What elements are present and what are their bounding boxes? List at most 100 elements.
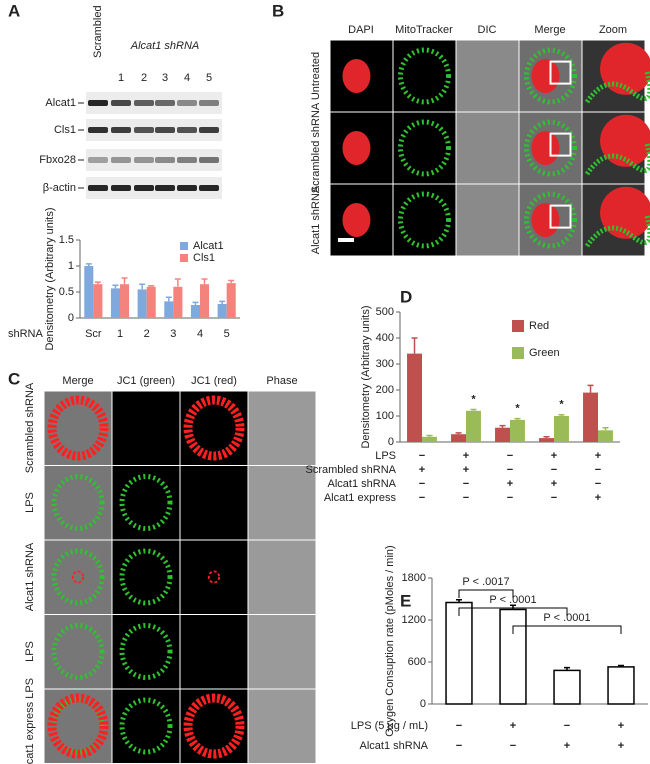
micro-image	[392, 183, 457, 257]
bar	[598, 430, 613, 442]
column-label: JC1 (green)	[117, 375, 175, 387]
micro-image	[455, 39, 520, 113]
error-bar	[112, 284, 119, 289]
micro-image	[179, 465, 249, 541]
panel-letter: A	[8, 1, 20, 20]
condition-sign: +	[618, 740, 624, 752]
error-bar	[139, 283, 146, 290]
mito-green	[51, 623, 105, 680]
error-bar	[543, 436, 550, 439]
condition-sign: −	[419, 492, 425, 504]
y-tick-label: 1	[68, 260, 74, 272]
bar	[510, 419, 525, 442]
blot-band	[88, 157, 108, 163]
condition-sign: +	[463, 464, 469, 476]
lane-number: 1	[118, 72, 124, 84]
error-bar	[510, 604, 516, 610]
x-tick-label: 5	[224, 328, 230, 340]
panel-letter: B	[272, 1, 284, 20]
error-bar	[219, 300, 226, 304]
blot-band	[134, 100, 154, 106]
blot-band	[199, 185, 219, 191]
blot-band	[155, 185, 175, 191]
condition-sign: −	[456, 720, 462, 732]
y-axis-label: Densitometry (Arbitrary units)	[360, 305, 372, 448]
condition-label: Scrambled shRNA	[306, 464, 397, 476]
error-bar	[426, 434, 433, 437]
error-bar	[455, 432, 462, 435]
blot-band	[199, 100, 219, 106]
column-label: Zoom	[599, 24, 627, 36]
bar	[466, 410, 481, 442]
column-label: MitoTracker	[395, 24, 453, 36]
condition-sign: +	[510, 720, 516, 732]
row-label: Alcat1 shRNA	[24, 542, 36, 611]
bar	[137, 289, 147, 318]
condition-sign: −	[419, 450, 425, 462]
mito-red	[183, 693, 245, 759]
mito-red	[47, 395, 109, 461]
mito-red	[207, 570, 221, 584]
micro-image	[392, 39, 457, 113]
zoom-box	[549, 204, 572, 229]
legend-swatch	[180, 242, 188, 250]
legend-label: Red	[529, 320, 549, 332]
bar	[146, 286, 156, 318]
zoom-box	[549, 132, 572, 157]
mito-red	[183, 395, 245, 461]
lane-group-label: Alcat1 shRNA	[130, 40, 199, 52]
bar	[226, 283, 236, 318]
significance-star: *	[471, 393, 476, 405]
micro-image	[111, 390, 181, 466]
bar	[200, 284, 210, 318]
y-tick-label: 400	[376, 332, 394, 344]
column-label: Merge	[62, 375, 93, 387]
p-value: P < .0017	[462, 576, 509, 588]
y-tick-label: 0	[388, 436, 394, 448]
lane-number: 2	[141, 72, 147, 84]
y-tick-label: 500	[376, 306, 394, 318]
bar	[217, 303, 227, 318]
blot-row-label: Cls1	[54, 124, 76, 136]
error-bar	[165, 296, 172, 302]
blot-band	[177, 185, 197, 191]
bar	[173, 286, 183, 318]
condition-label: Alcat1 shRNA	[360, 740, 429, 752]
row-label: Alcat1 shRNA	[310, 185, 322, 254]
blot-band	[155, 100, 175, 106]
mito	[398, 191, 451, 249]
error-bar	[499, 424, 506, 428]
y-tick-label: 300	[376, 358, 394, 370]
mito	[398, 119, 451, 177]
panel-letter: E	[400, 591, 411, 610]
significance-bracket	[512, 625, 622, 634]
row-label: Untreated	[310, 52, 322, 100]
condition-sign: −	[551, 492, 557, 504]
error-bar	[192, 301, 199, 305]
condition-sign: −	[463, 492, 469, 504]
condition-sign: +	[551, 450, 557, 462]
blot-band	[155, 127, 175, 133]
y-tick-label: 100	[376, 410, 394, 422]
blot-band	[88, 185, 108, 191]
condition-sign: +	[419, 464, 425, 476]
blot-band	[177, 127, 197, 133]
x-tick-label: 4	[197, 328, 203, 340]
x-tick-label: Scr	[85, 328, 102, 340]
legend-swatch	[512, 320, 524, 332]
condition-sign: −	[463, 478, 469, 490]
mito-red	[47, 693, 109, 759]
legend-label: Alcat1	[193, 240, 224, 252]
blot-band	[111, 127, 131, 133]
blot-band	[111, 100, 131, 106]
zoom-mito	[584, 71, 650, 104]
error-bar	[587, 384, 594, 393]
mito-green	[51, 474, 105, 531]
bar	[120, 284, 130, 318]
bar	[84, 266, 94, 318]
blot-row-label: Fbxo28	[39, 154, 76, 166]
lane-number: 3	[162, 72, 168, 84]
significance-bracket	[458, 607, 568, 616]
bar	[554, 416, 569, 442]
